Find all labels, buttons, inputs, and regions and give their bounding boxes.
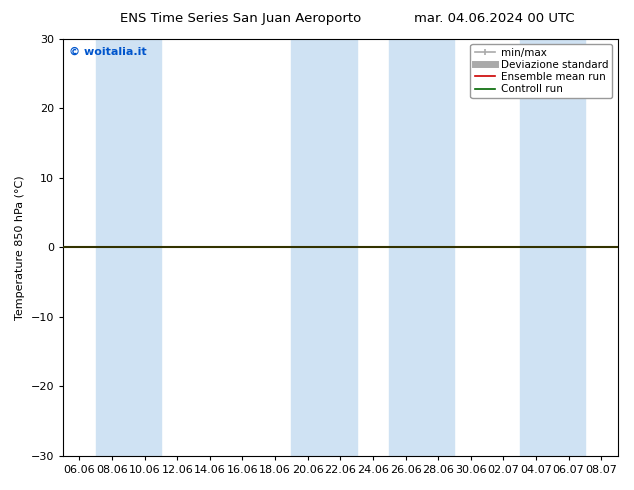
Text: mar. 04.06.2024 00 UTC: mar. 04.06.2024 00 UTC [414,12,575,25]
Legend: min/max, Deviazione standard, Ensemble mean run, Controll run: min/max, Deviazione standard, Ensemble m… [470,44,612,98]
Bar [292,39,356,456]
Bar [520,39,585,456]
Bar [389,39,455,456]
Text: © woitalia.it: © woitalia.it [68,47,146,57]
Text: ENS Time Series San Juan Aeroporto: ENS Time Series San Juan Aeroporto [120,12,361,25]
Y-axis label: Temperature 850 hPa (°C): Temperature 850 hPa (°C) [15,175,25,319]
Bar [96,39,161,456]
